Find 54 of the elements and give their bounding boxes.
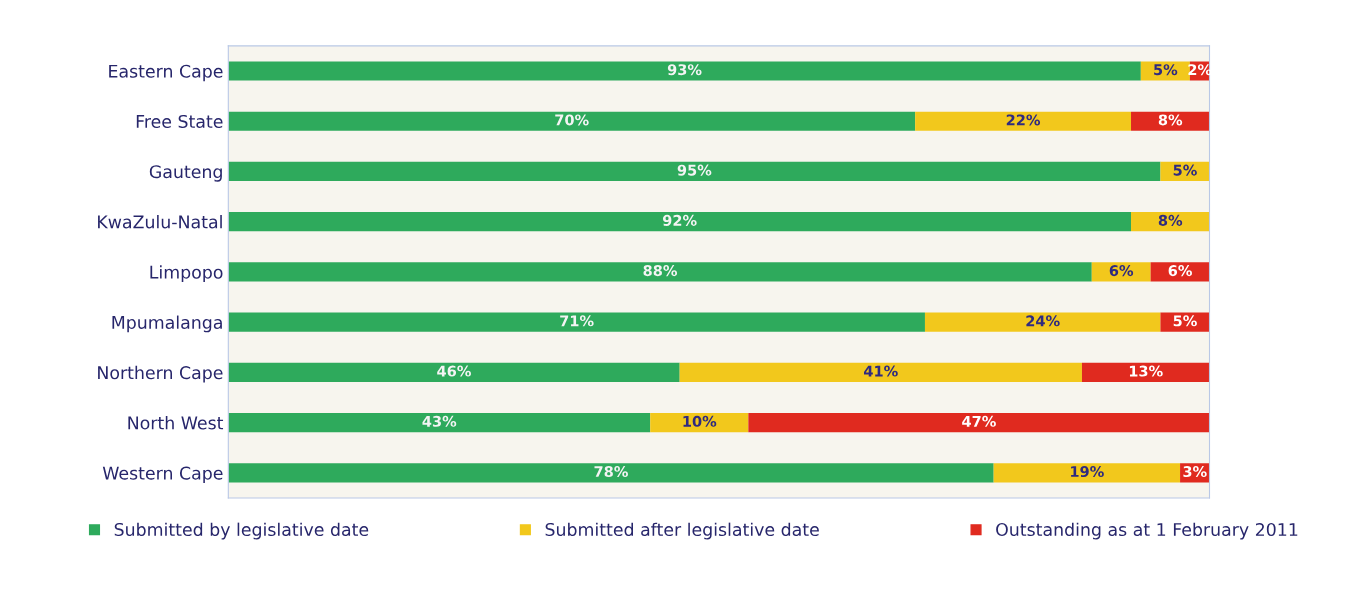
data-label: 95% (677, 164, 712, 176)
legend-label: Submitted by legislative date (114, 522, 369, 540)
bar (748, 413, 1210, 433)
data-label: 10% (683, 415, 717, 427)
bar (924, 312, 1161, 332)
data-label: 22% (1006, 114, 1041, 126)
data-label: 8% (1158, 114, 1183, 126)
data-label: 70% (555, 114, 589, 126)
bar (228, 111, 916, 131)
bar (1081, 362, 1210, 382)
y-tick-label: North West (128, 416, 224, 430)
data-label: 71% (560, 315, 594, 327)
data-label: 5% (1154, 64, 1178, 76)
data-label: 92% (662, 214, 697, 226)
legend-label: Submitted after legislative date (545, 522, 819, 540)
data-label: 46% (437, 365, 471, 377)
bar (228, 161, 1161, 181)
bar (679, 362, 1082, 382)
bar (228, 362, 680, 382)
data-label: 93% (667, 64, 702, 76)
bar (915, 111, 1132, 131)
y-tick-label: KwaZulu-Natal (98, 215, 222, 229)
data-label: 47% (962, 415, 996, 427)
data-label: 5% (1173, 164, 1197, 176)
bar (228, 413, 651, 433)
bar (228, 212, 1132, 232)
data-label: 43% (422, 415, 457, 427)
y-tick-label: Limpopo (150, 265, 223, 283)
bar (993, 463, 1181, 483)
y-tick-label: Eastern Cape (109, 64, 223, 82)
y-tick-label: Northern Cape (98, 365, 223, 383)
bar (228, 262, 1092, 282)
data-label: 24% (1026, 315, 1060, 327)
bar (228, 61, 1141, 81)
bar (228, 312, 925, 332)
bar (228, 463, 994, 483)
legend-label: Outstanding as at 1 February 2011 (996, 522, 1298, 540)
data-label: 88% (643, 265, 678, 277)
bar (650, 413, 749, 433)
y-tick-label: Free State (136, 114, 223, 129)
y-tick-label: Gauteng (149, 165, 222, 182)
data-label: 19% (1071, 466, 1104, 478)
data-label: 6% (1109, 265, 1134, 277)
y-tick-label: Mpumalanga (112, 315, 222, 333)
y-tick-label: Western Cape (102, 466, 223, 484)
data-label: 41% (864, 365, 898, 377)
data-label: 6% (1168, 265, 1192, 277)
data-label: 5% (1173, 315, 1197, 327)
bar (1131, 212, 1210, 232)
data-label: 3% (1183, 466, 1207, 478)
data-label: 78% (594, 466, 628, 478)
data-label: 13% (1129, 365, 1163, 377)
data-label: 8% (1158, 214, 1183, 226)
bar (1131, 111, 1210, 131)
